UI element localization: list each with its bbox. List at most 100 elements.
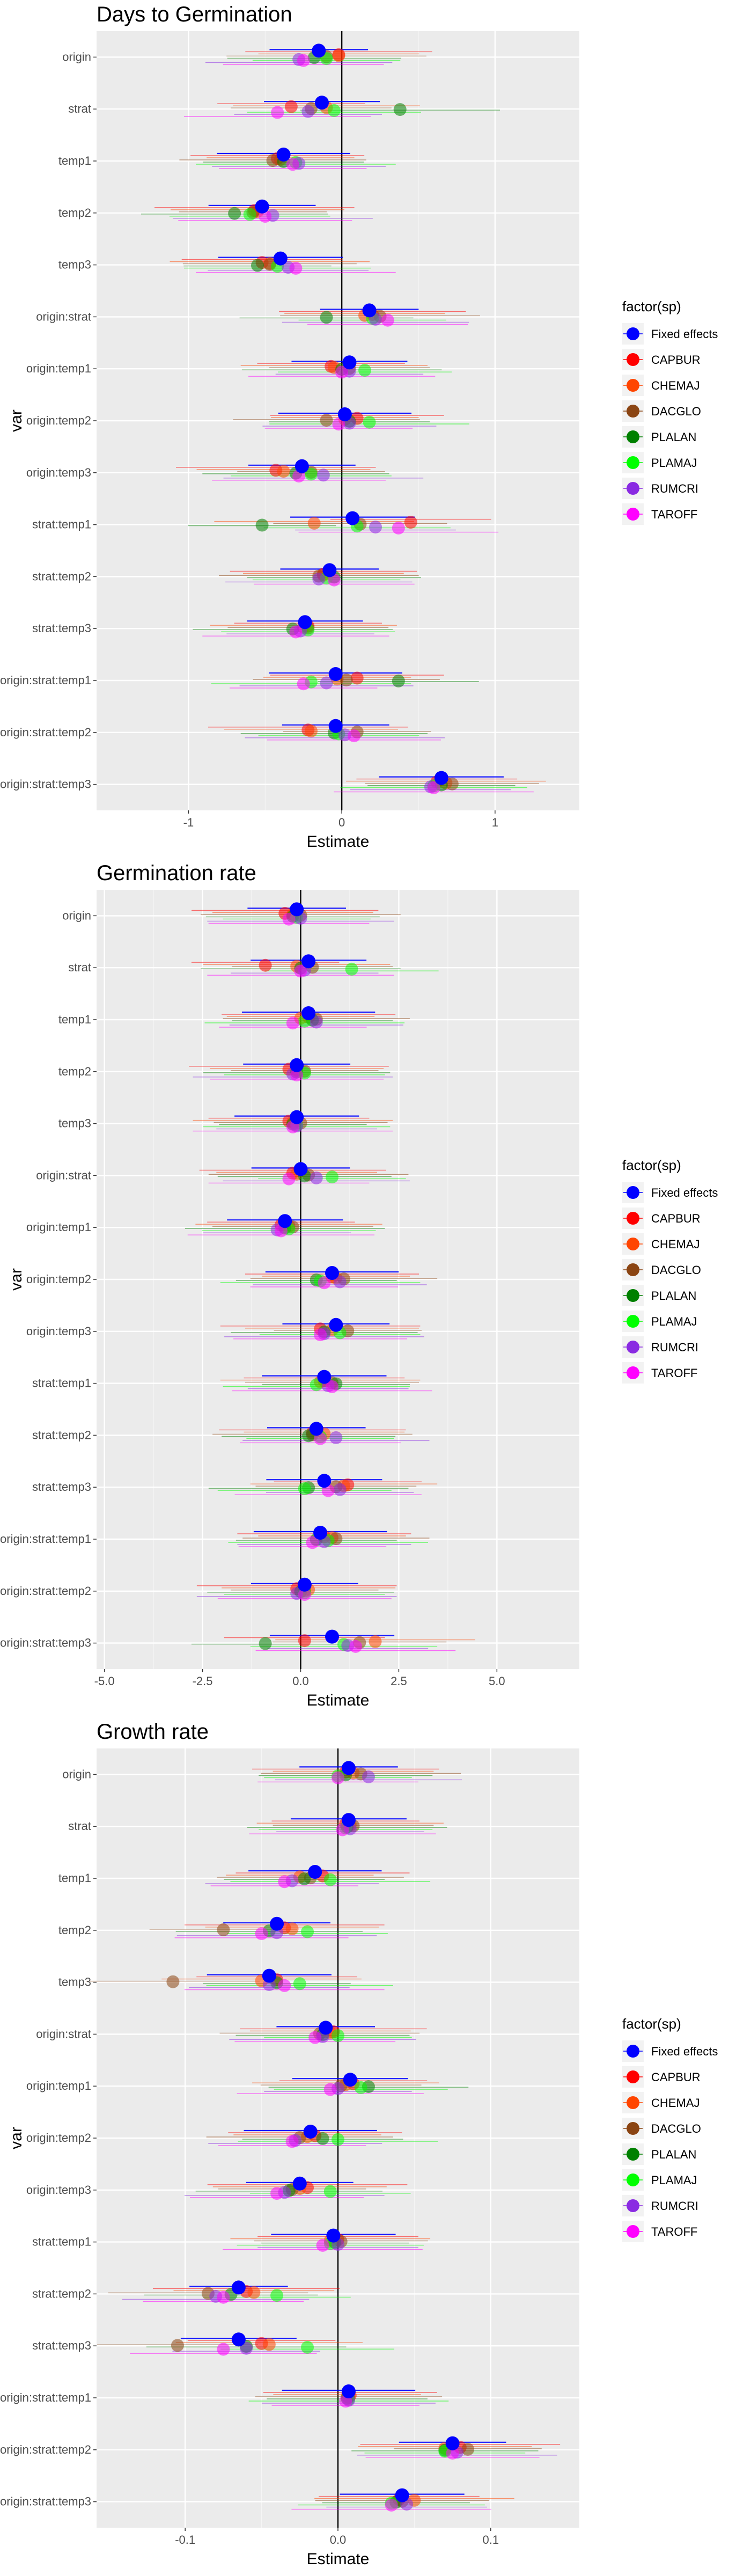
point-dacglo bbox=[266, 154, 279, 167]
point-rumcri bbox=[362, 1770, 375, 1783]
point-fixed-effects bbox=[395, 2488, 409, 2502]
point-rumcri bbox=[320, 676, 333, 690]
point-fixed-effects bbox=[337, 407, 352, 421]
point-plamaj bbox=[301, 2340, 314, 2354]
point-taroff bbox=[318, 1276, 331, 1290]
point-fixed-effects bbox=[276, 148, 291, 162]
point-taroff bbox=[316, 2238, 329, 2252]
point-fixed-effects bbox=[341, 2384, 356, 2398]
point-taroff bbox=[271, 106, 284, 119]
point-chemaj bbox=[247, 2286, 261, 2299]
point-dacglo bbox=[217, 1923, 230, 1936]
point-plalan bbox=[255, 518, 269, 532]
point-taroff bbox=[308, 2031, 322, 2044]
y-tick-label: origin:temp2 bbox=[26, 2131, 91, 2145]
point-dacglo bbox=[340, 674, 353, 687]
legend-key-point bbox=[627, 430, 639, 443]
y-tick-label: origin:strat:temp2 bbox=[0, 726, 91, 739]
point-fixed-effects bbox=[231, 2332, 246, 2347]
point-fixed-effects bbox=[326, 2228, 341, 2243]
point-dacglo bbox=[171, 2339, 184, 2352]
point-taroff bbox=[255, 1927, 268, 1941]
point-dacglo bbox=[166, 1975, 180, 1988]
legend-key-point bbox=[627, 1366, 639, 1379]
point-capbur bbox=[259, 958, 272, 972]
y-tick-label: origin:strat:temp1 bbox=[0, 1532, 91, 1546]
point-taroff bbox=[348, 729, 360, 743]
point-fixed-effects bbox=[270, 1916, 284, 1931]
legend-label: TAROFF bbox=[651, 1366, 697, 1380]
x-tick-label: 1 bbox=[492, 816, 498, 829]
point-plamaj bbox=[293, 1977, 306, 1990]
x-tick-label: 0.1 bbox=[483, 2533, 499, 2546]
legend-label: RUMCRI bbox=[651, 2199, 698, 2213]
point-taroff bbox=[294, 964, 307, 978]
x-tick-label: -2.5 bbox=[193, 1674, 213, 1688]
point-taroff bbox=[217, 2343, 230, 2356]
y-tick-label: origin:temp2 bbox=[26, 1272, 91, 1286]
legend-key-point bbox=[627, 1341, 639, 1353]
point-rumcri bbox=[329, 1431, 343, 1444]
legend-label: CHEMAJ bbox=[651, 2096, 700, 2110]
point-capbur bbox=[298, 1634, 311, 1648]
legend-title: factor(sp) bbox=[622, 2016, 681, 2032]
legend-key-point bbox=[627, 2122, 639, 2135]
y-tick-label: origin:strat:temp3 bbox=[0, 778, 91, 791]
point-taroff bbox=[290, 1069, 304, 1082]
point-chemaj bbox=[262, 2338, 276, 2351]
point-rumcri bbox=[333, 1483, 347, 1496]
point-plamaj bbox=[270, 2289, 284, 2302]
point-taroff bbox=[297, 54, 310, 67]
legend-title: factor(sp) bbox=[622, 298, 681, 314]
point-rumcri bbox=[310, 1015, 323, 1029]
panel-2: Germination rate origin strat temp1 temp2 tem… bbox=[0, 861, 718, 1709]
point-taroff bbox=[278, 1875, 291, 1889]
point-fixed-effects bbox=[328, 667, 343, 681]
legend-key-point bbox=[627, 2148, 639, 2161]
point-taroff bbox=[297, 677, 310, 691]
legend-label: PLAMAJ bbox=[651, 1315, 697, 1328]
point-taroff bbox=[217, 2290, 230, 2304]
x-tick-label: -0.1 bbox=[175, 2533, 195, 2546]
y-tick-label: origin:strat bbox=[36, 1168, 91, 1182]
point-fixed-effects bbox=[319, 2021, 333, 2035]
point-plalan bbox=[298, 1872, 311, 1885]
x-axis-title: Estimate bbox=[307, 833, 370, 851]
point-fixed-effects bbox=[345, 511, 360, 525]
y-tick-label: origin:strat:temp1 bbox=[0, 674, 91, 687]
y-tick-label: temp3 bbox=[58, 1117, 91, 1130]
y-tick-label: strat bbox=[68, 102, 91, 115]
point-rumcri bbox=[369, 521, 382, 534]
point-fixed-effects bbox=[308, 1865, 322, 1879]
legend-label: PLAMAJ bbox=[651, 2174, 697, 2187]
point-plalan bbox=[228, 207, 241, 220]
x-tick-label: -5.0 bbox=[94, 1674, 115, 1688]
legend-label: RUMCRI bbox=[651, 1341, 698, 1354]
y-tick-label: origin:strat:temp2 bbox=[0, 2443, 91, 2456]
point-plalan bbox=[259, 1637, 272, 1650]
point-plalan bbox=[316, 2132, 329, 2145]
legend-key-point bbox=[627, 482, 639, 495]
point-plamaj bbox=[332, 2029, 344, 2043]
legend-key-point bbox=[627, 405, 639, 418]
legend-label: CAPBUR bbox=[651, 353, 701, 367]
y-axis-title: var bbox=[8, 1268, 25, 1291]
y-tick-label: strat:temp3 bbox=[32, 2339, 91, 2352]
legend-key-point bbox=[627, 327, 639, 340]
point-fixed-effects bbox=[322, 563, 337, 577]
panel-title: Days to Germination bbox=[97, 3, 292, 26]
point-taroff bbox=[282, 1172, 296, 1185]
legend-label: TAROFF bbox=[651, 2225, 697, 2238]
point-plamaj bbox=[323, 2185, 337, 2198]
point-dacglo bbox=[461, 2442, 475, 2456]
point-chemaj bbox=[307, 516, 321, 530]
x-axis-title: Estimate bbox=[307, 1692, 370, 1709]
point-fixed-effects bbox=[434, 771, 448, 785]
legend-key-point bbox=[627, 379, 639, 392]
point-fixed-effects bbox=[445, 2436, 460, 2450]
point-rumcri bbox=[333, 1275, 347, 1289]
point-fixed-effects bbox=[297, 1577, 312, 1592]
point-taroff bbox=[298, 1588, 311, 1601]
